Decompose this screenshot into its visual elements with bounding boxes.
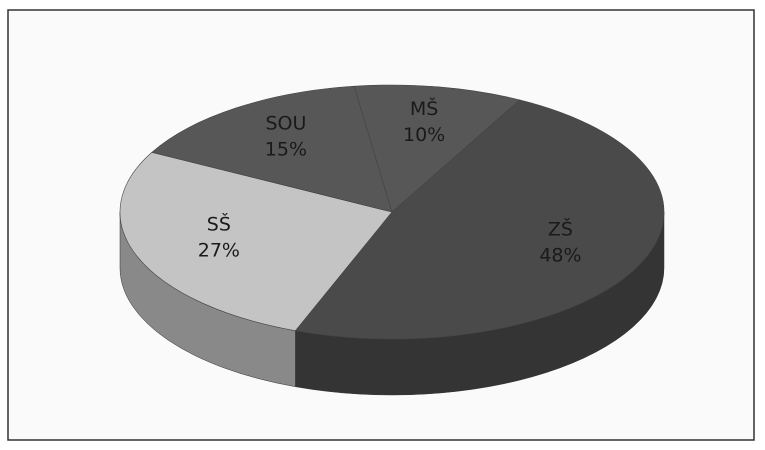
category-label: MŠ: [410, 96, 438, 120]
category-label: SŠ: [207, 211, 231, 235]
category-label: SOU: [265, 112, 306, 134]
pie-slice: [294, 99, 665, 340]
data-label: MŠ 10%: [403, 96, 445, 146]
value-label: 15%: [265, 138, 307, 160]
pie-slice: [119, 152, 393, 332]
value-label: 27%: [198, 239, 240, 261]
data-label: ZŠ 48%: [539, 217, 581, 267]
pie-slice: [353, 84, 521, 213]
pie-slice: [151, 85, 393, 213]
data-label: SŠ 27%: [198, 211, 240, 261]
value-label: 48%: [539, 245, 581, 267]
value-label: 10%: [403, 124, 445, 146]
data-label: SOU 15%: [265, 112, 307, 160]
category-label: ZŠ: [548, 217, 573, 241]
